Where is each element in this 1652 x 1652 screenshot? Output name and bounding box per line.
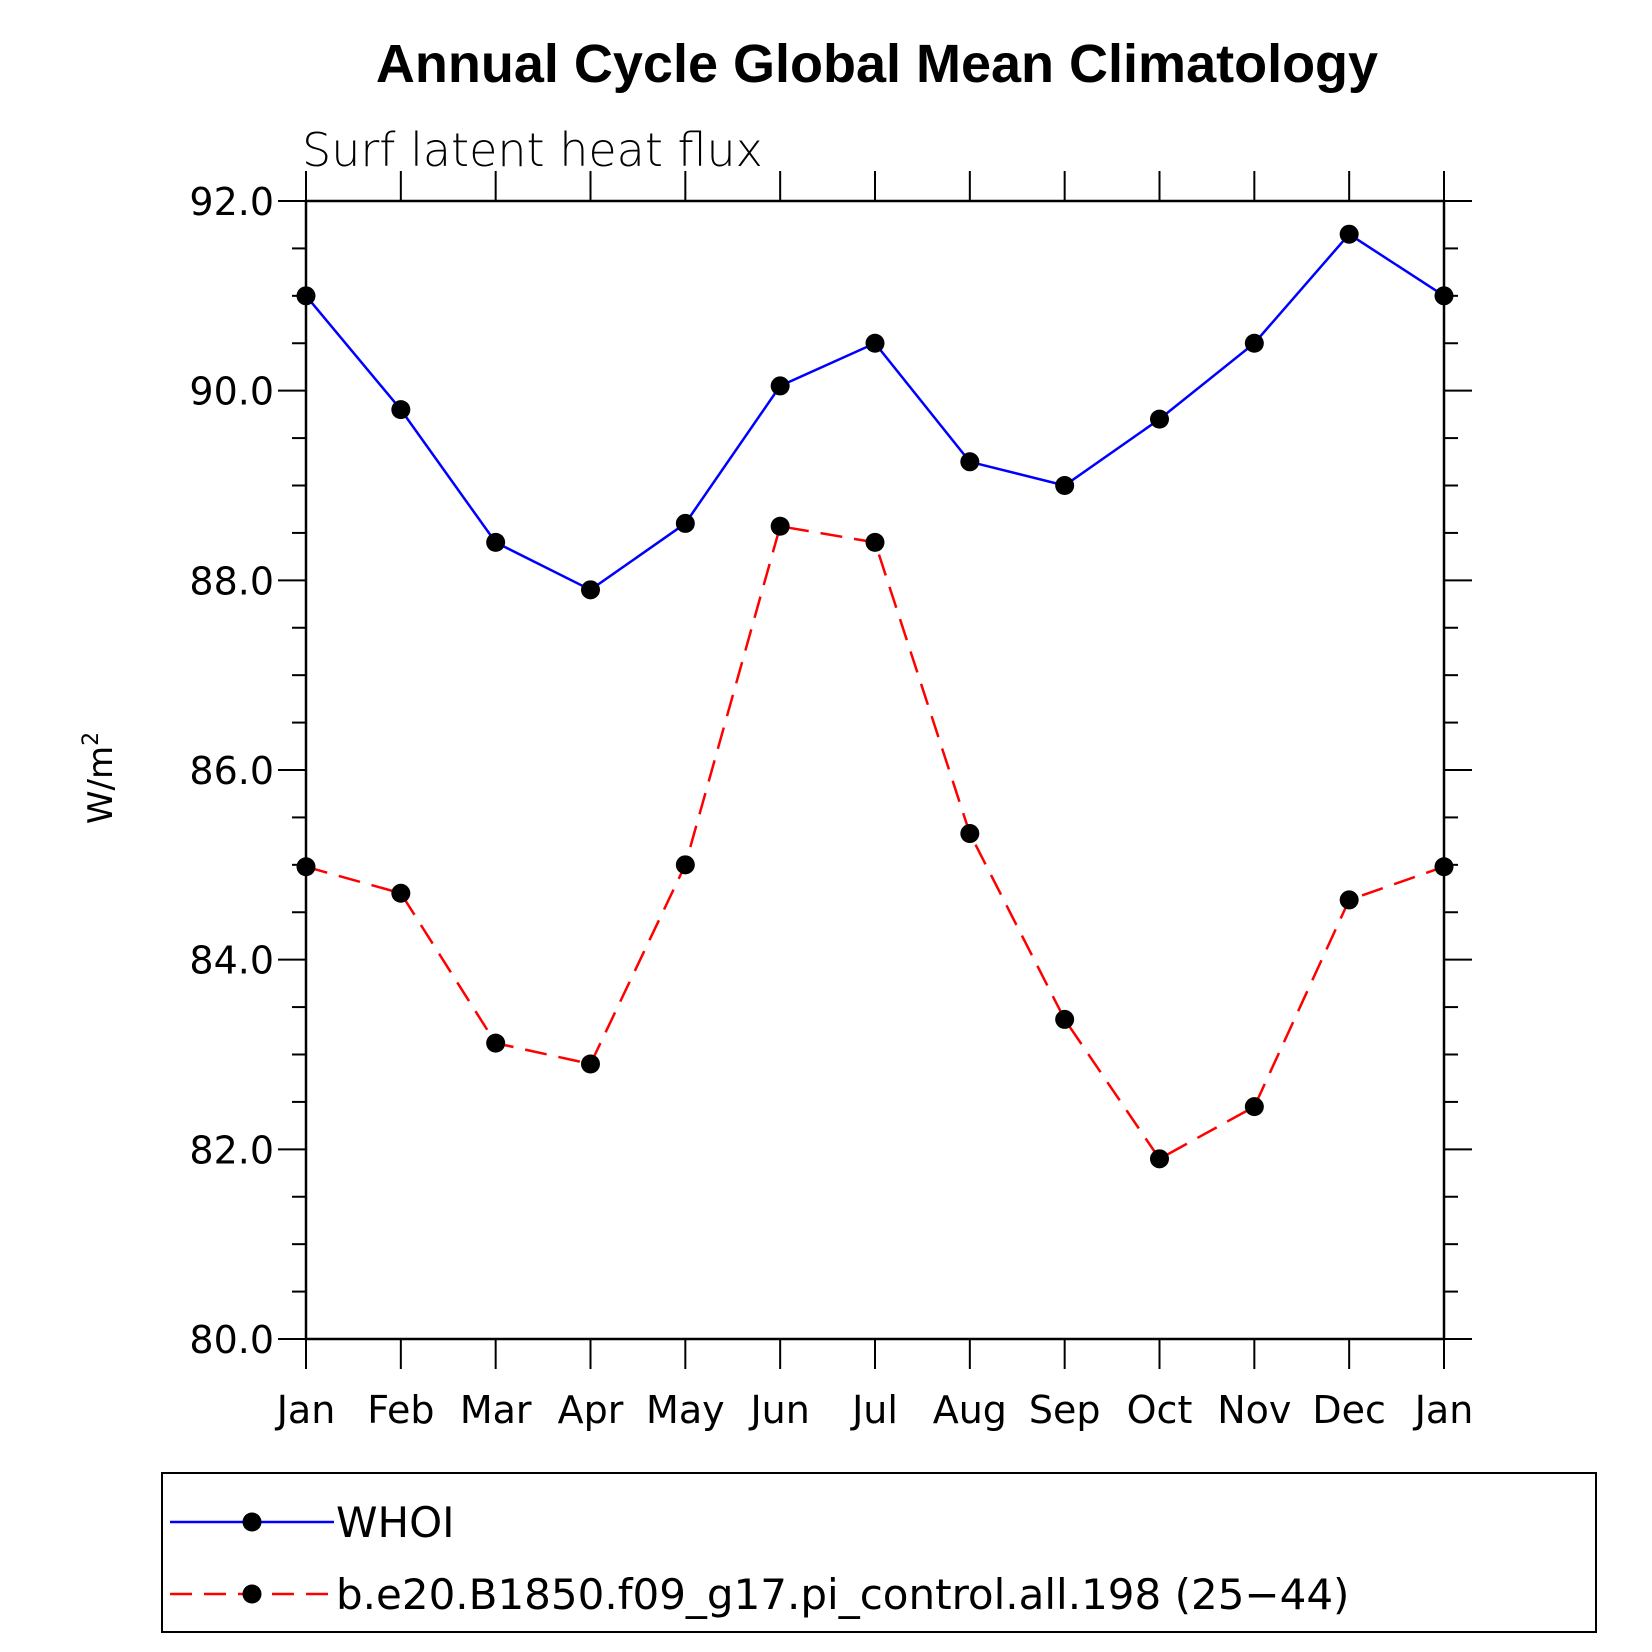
series-1-point [1339, 224, 1359, 244]
series-1-point [1434, 286, 1454, 306]
y-tick-label: 90.0 [189, 370, 274, 414]
series-layer [296, 224, 1454, 1169]
y-tick-label: 88.0 [189, 559, 274, 603]
x-tick-label: Dec [1312, 1388, 1386, 1432]
legend-label-2: b.e20.B1850.f09_g17.pi_control.all.198 (… [336, 1570, 1349, 1619]
series-2-point [960, 824, 980, 844]
series-2-point [296, 857, 316, 877]
y-axis-label: W/m2 [79, 732, 121, 824]
x-tick-label: Apr [558, 1388, 624, 1432]
series-2-point [1055, 1009, 1075, 1029]
series-2-point [1150, 1149, 1169, 1169]
series-1-point [1244, 333, 1264, 353]
x-tick-label: Oct [1127, 1388, 1193, 1432]
plot-border [304, 199, 1446, 1341]
series-2-point [675, 855, 695, 875]
x-tick-label: Feb [367, 1388, 434, 1432]
y-tick-label: 82.0 [189, 1128, 274, 1172]
series-1-point [960, 452, 980, 472]
x-tick-label: Mar [460, 1388, 532, 1432]
legend-label-1: WHOI [336, 1498, 455, 1547]
series-2-point [581, 1054, 600, 1074]
series-2-point [770, 516, 790, 536]
series-1-point [486, 532, 506, 552]
series-1-point [581, 580, 600, 600]
series-1-point [296, 286, 316, 306]
y-tick-label: 84.0 [189, 939, 274, 983]
y-tick-label: 86.0 [189, 749, 274, 793]
series-2-point [1339, 890, 1359, 910]
series-2-point [486, 1033, 506, 1053]
x-tick-label: Jul [850, 1388, 898, 1432]
series-2-point [1434, 857, 1454, 877]
y-tick-label: 92.0 [189, 180, 274, 224]
series-line-2 [305, 524, 1445, 1161]
x-tick-label: Jun [748, 1388, 809, 1432]
series-1-point [675, 513, 695, 533]
series-2-point [391, 883, 411, 903]
y-tick-label: 80.0 [189, 1318, 274, 1362]
legend: WHOI b.e20.B1850.f09_g17.pi_control.all.1… [161, 1472, 1597, 1633]
x-tick-label: Jan [275, 1388, 336, 1432]
y-axis-label-superscript: 2 [79, 732, 104, 746]
y-axis-label-text: W/m [81, 746, 121, 824]
series-1-point [1150, 409, 1169, 429]
legend-marker-2 [242, 1584, 262, 1604]
series-2-point [865, 532, 885, 552]
y-axis-ticks: 80.0 82.0 84.0 86.0 88.0 90.0 92.0 [189, 180, 1472, 1362]
x-tick-label: Jan [1413, 1388, 1474, 1432]
series-1-point [391, 400, 411, 420]
chart-subtitle: Surf latent heat flux [302, 123, 763, 177]
legend-marker-1 [242, 1512, 262, 1532]
series-1-point [865, 333, 885, 353]
plot-frame [304, 199, 1446, 1341]
series-2-point [1244, 1097, 1264, 1117]
series-1-point [770, 376, 790, 396]
x-tick-label: May [646, 1388, 725, 1432]
x-tick-label: Sep [1029, 1388, 1101, 1432]
x-axis-ticks: Jan Feb Mar Apr May Jun Jul Aug Sep Oct Nov Dec Jan [275, 171, 1474, 1432]
legend-box [161, 1472, 1597, 1633]
series-1-point [1055, 476, 1075, 495]
x-tick-label: Aug [933, 1388, 1007, 1432]
x-tick-label: Nov [1217, 1388, 1291, 1432]
chart-title: Annual Cycle Global Mean Climatology [376, 34, 1378, 94]
